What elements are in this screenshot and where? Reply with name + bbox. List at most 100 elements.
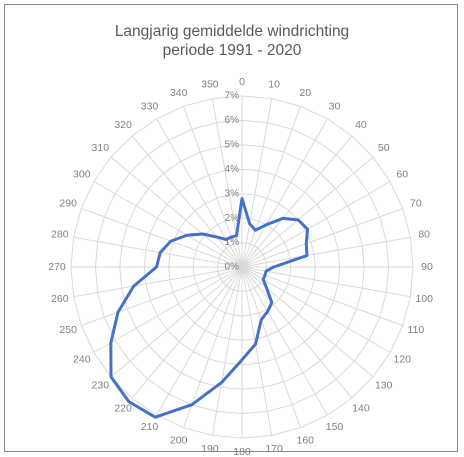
grid-spoke <box>241 181 391 268</box>
category-label: 300 <box>73 168 91 180</box>
grid-spoke <box>241 135 353 268</box>
series-point <box>235 234 238 237</box>
series-point <box>159 251 162 254</box>
series-point <box>264 274 266 277</box>
grid-spoke <box>241 266 411 298</box>
radial-tick-label: 2% <box>225 213 240 224</box>
series-point <box>262 278 264 281</box>
category-label: 120 <box>393 353 411 365</box>
category-label: 210 <box>141 421 159 433</box>
grid-spoke <box>156 266 243 416</box>
grid-spoke <box>211 98 243 268</box>
series-point <box>201 233 204 235</box>
category-label: 90 <box>421 261 433 273</box>
grid-spoke <box>81 208 243 268</box>
grid-spoke <box>241 208 403 268</box>
category-label: 10 <box>268 79 280 91</box>
category-label: 340 <box>170 87 188 99</box>
series-point <box>282 217 284 220</box>
grid-spoke <box>211 266 243 436</box>
grid-spoke <box>73 236 243 268</box>
grid-spoke <box>110 156 243 268</box>
radial-tick-label: 7% <box>225 91 240 102</box>
series-point <box>297 219 299 221</box>
grid-spoke <box>241 266 374 378</box>
grid-spoke <box>241 266 328 416</box>
series-point <box>271 301 273 304</box>
series-point <box>117 311 119 313</box>
grid-spoke <box>183 106 243 268</box>
series-point <box>128 400 130 403</box>
radial-tick-label: 0% <box>225 262 240 273</box>
chart-title-line1: Langjarig gemiddelde windrichting <box>114 23 350 40</box>
radial-tick-labels: 0% 1% 2% 3% 4% 5% 6% 7% <box>225 91 240 273</box>
category-label: 30 <box>329 101 341 113</box>
category-label: 200 <box>170 435 188 447</box>
series-point <box>170 240 172 242</box>
grid-spoke <box>241 266 301 428</box>
series-point <box>220 381 223 384</box>
grid-spoke <box>241 266 353 399</box>
series-point <box>266 310 269 313</box>
series-point <box>254 343 257 345</box>
series-point <box>254 229 257 232</box>
category-label: 290 <box>59 198 77 210</box>
category-label: 230 <box>92 380 110 392</box>
category-label: 350 <box>201 79 219 91</box>
category-label: 170 <box>265 443 283 455</box>
series-point <box>241 359 243 361</box>
series-point <box>132 285 135 287</box>
grid-spoke <box>241 106 301 268</box>
series-point <box>306 254 308 257</box>
grid-spoke <box>241 266 391 353</box>
radial-tick-label: 4% <box>225 164 240 175</box>
category-label: 280 <box>51 229 69 241</box>
series-point <box>305 242 308 245</box>
grid-spoke <box>156 118 243 268</box>
category-label: 100 <box>415 293 433 305</box>
category-label: 50 <box>378 142 390 154</box>
grid-spoke <box>183 266 243 428</box>
grid-spoke <box>81 266 243 326</box>
series-point <box>260 318 263 321</box>
grid-spoke <box>93 181 243 268</box>
category-label: 40 <box>355 119 367 131</box>
series-point <box>225 238 227 241</box>
grid-spoke <box>131 135 243 268</box>
category-label: 80 <box>418 229 430 241</box>
radial-tick-label: 3% <box>225 188 240 199</box>
series-point <box>265 270 267 273</box>
category-label: 60 <box>396 168 408 180</box>
grid-spoke <box>241 98 273 268</box>
series-point <box>154 416 157 419</box>
category-label: 110 <box>407 324 424 336</box>
grid-spoke <box>241 236 411 268</box>
series-point <box>248 222 251 225</box>
category-label: 220 <box>114 402 132 414</box>
chart-title-line2: periode 1991 - 2020 <box>162 42 302 59</box>
series-point <box>306 228 309 230</box>
category-label: 150 <box>326 421 344 433</box>
series-point <box>216 236 218 238</box>
category-label: 320 <box>114 119 132 131</box>
chart-title: Langjarig gemiddelde windrichting period… <box>0 22 464 60</box>
series-point <box>230 236 232 238</box>
category-label: 270 <box>48 261 66 273</box>
category-label: 140 <box>352 402 370 414</box>
category-label: 310 <box>92 142 110 154</box>
series-point <box>110 376 112 378</box>
radial-tick-label: 1% <box>225 237 240 248</box>
category-label: 70 <box>410 198 422 210</box>
category-label: 20 <box>299 87 311 99</box>
series-point <box>155 266 158 268</box>
category-label: 330 <box>141 101 159 113</box>
series-point <box>110 341 112 344</box>
category-labels: 0 10 20 30 40 50 60 70 80 90 100 110 120 130 140 150 160… <box>48 76 433 457</box>
category-label: 160 <box>297 435 315 447</box>
grid-spoke <box>131 266 243 399</box>
category-label: 190 <box>201 443 219 455</box>
category-label: 180 <box>233 446 251 457</box>
grid-spoke <box>241 156 374 268</box>
grid-spoke <box>241 118 328 268</box>
